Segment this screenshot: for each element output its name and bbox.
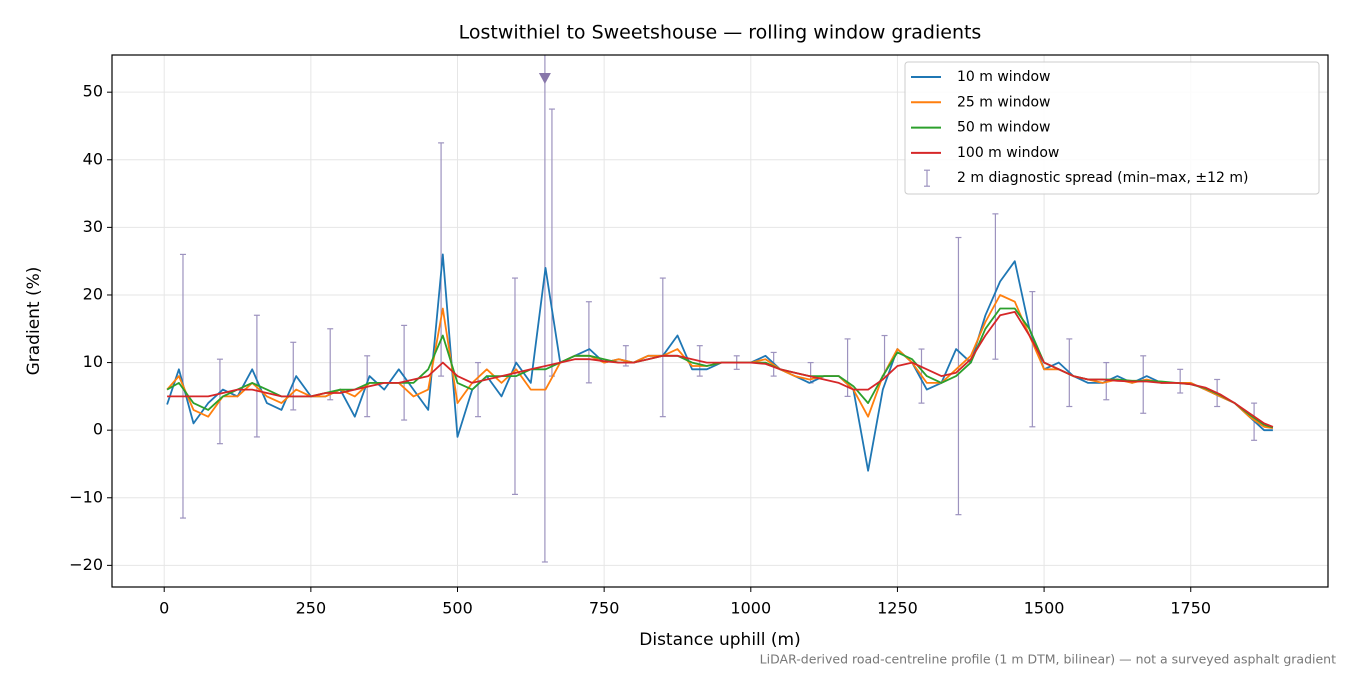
error-bar [327, 328, 334, 401]
x-tick-label: 1000 [730, 599, 771, 618]
x-tick-label: 500 [442, 599, 473, 618]
error-bar [401, 324, 408, 421]
x-axis-label: Distance uphill (m) [639, 630, 800, 650]
x-tick-label: 1750 [1170, 599, 1211, 618]
error-bar [253, 314, 260, 438]
error-bar [1140, 355, 1147, 414]
error-bar [290, 341, 297, 411]
axes: 0 250 500 750 1000 1250 1500 1750 −20 −10 0 10 20 30 4… [69, 73, 1211, 618]
y-tick-label: −10 [69, 487, 103, 506]
x-tick-label: 1250 [877, 599, 918, 618]
offscale-marker [538, 73, 551, 84]
error-bar [659, 277, 666, 418]
series-line [167, 311, 1274, 428]
y-axis-label: Gradient (%) [24, 267, 44, 376]
axes-frame [111, 54, 1329, 588]
legend-label: 25 m window [957, 94, 1050, 110]
plot-area [166, 55, 1274, 563]
error-bar [1177, 368, 1184, 394]
legend-label: 2 m diagnostic spread (min–max, ±12 m) [957, 170, 1248, 186]
x-tick-label: 750 [589, 599, 620, 618]
error-bar [1029, 290, 1036, 428]
footnote: LiDAR-derived road-centreline profile (1… [760, 652, 1336, 667]
y-tick-label: 30 [83, 217, 103, 236]
y-tick-label: 40 [83, 149, 103, 168]
error-bar [585, 301, 592, 384]
legend-label: 50 m window [957, 120, 1050, 136]
error-bar [541, 55, 548, 563]
legend-box [904, 61, 1320, 195]
error-bar [955, 236, 962, 516]
y-tick-label: 10 [83, 352, 103, 371]
y-tick-label: 50 [83, 82, 103, 101]
x-tick-label: 0 [159, 599, 169, 618]
error-bar [511, 277, 518, 495]
y-tick-label: −20 [69, 555, 103, 574]
y-tick-label: 20 [83, 284, 103, 303]
legend-label: 100 m window [957, 145, 1059, 161]
x-tick-label: 250 [296, 599, 327, 618]
legend: 10 m window 25 m window 50 m window 100 m w… [904, 61, 1320, 195]
chart-title: Lostwithiel to Sweetshouse — rolling win… [459, 22, 982, 44]
error-bar [475, 361, 482, 418]
error-bar [992, 213, 999, 360]
y-tick-label: 0 [93, 420, 103, 439]
legend-label: 10 m window [957, 69, 1050, 85]
x-tick-label: 1500 [1024, 599, 1065, 618]
